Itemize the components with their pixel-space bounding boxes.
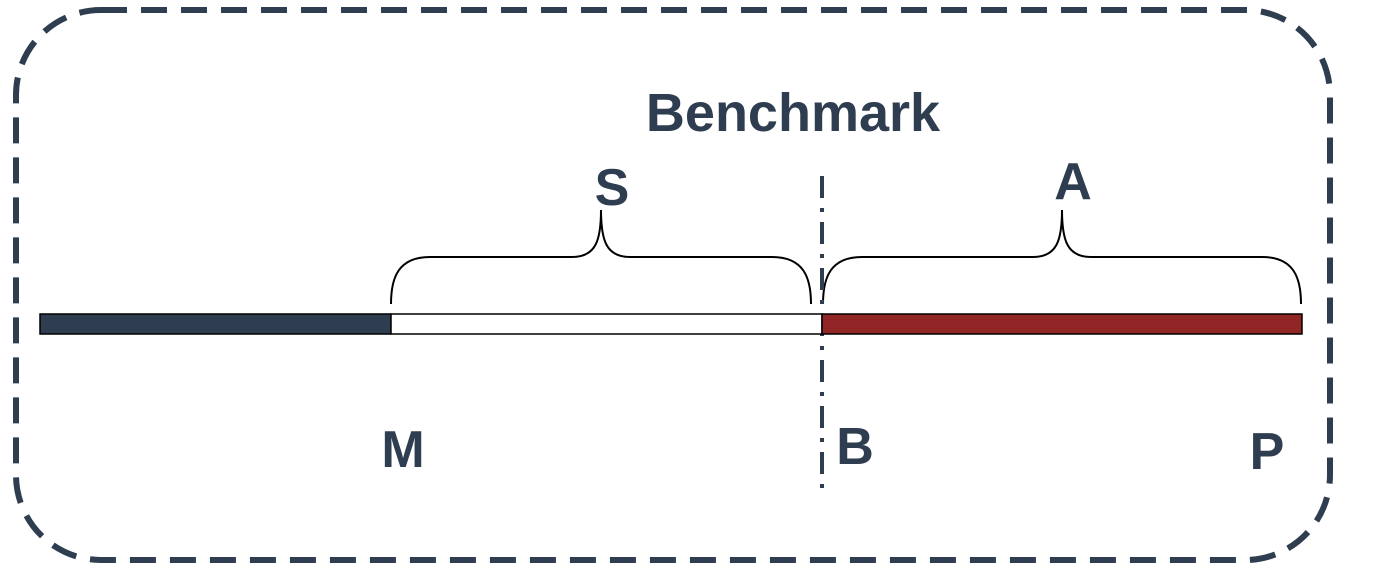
point-label-b: B	[836, 418, 874, 476]
bar-segment-dark	[39, 313, 392, 335]
segment-label-s: S	[595, 159, 630, 217]
point-label-m: M	[381, 421, 424, 479]
dashed-frame	[13, 7, 1333, 563]
brace-s	[390, 209, 812, 305]
segment-label-a: A	[1054, 153, 1092, 211]
benchmark-title: Benchmark	[646, 83, 941, 143]
brace-a	[822, 209, 1302, 305]
bar-segment-red	[821, 313, 1303, 335]
bar-segment-light	[390, 313, 823, 335]
point-label-p: P	[1250, 423, 1285, 481]
